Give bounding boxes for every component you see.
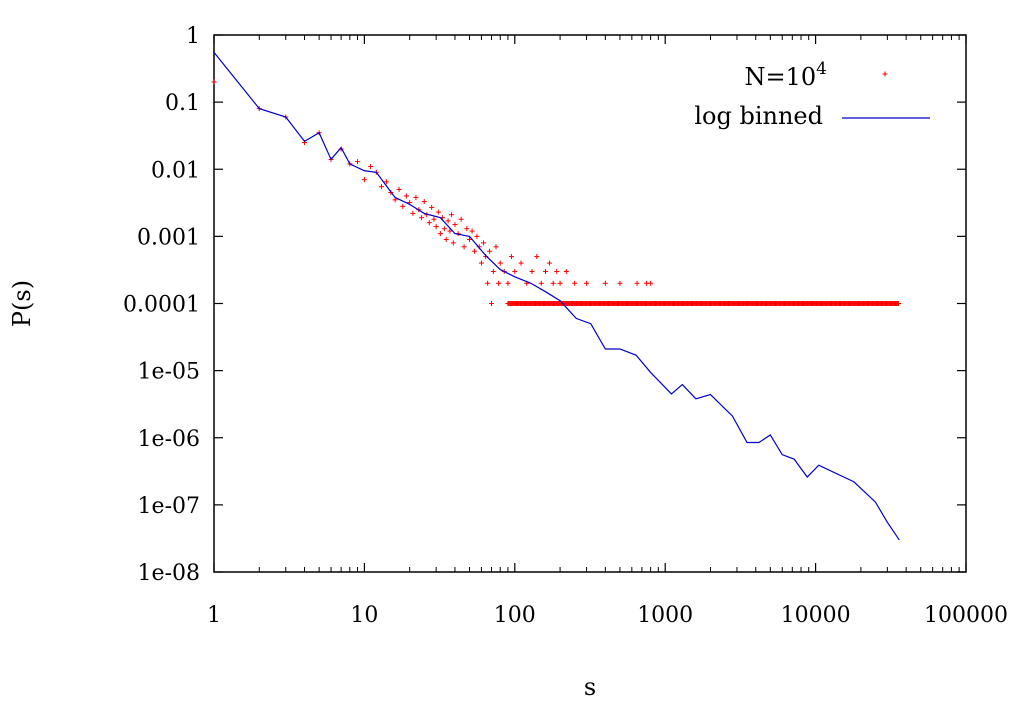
y-tick-label: 0.1	[165, 91, 200, 116]
data-point	[496, 280, 502, 286]
x-axis-ticks: 1 10 100 1000 10000 100000	[207, 35, 1008, 628]
series-line	[213, 52, 900, 541]
data-point	[452, 222, 458, 228]
data-point	[542, 268, 548, 274]
data-point	[383, 179, 389, 185]
data-point	[554, 268, 560, 274]
data-point	[461, 244, 467, 250]
data-point	[474, 233, 480, 239]
x-tick-label: 1	[207, 603, 221, 628]
data-point	[529, 268, 535, 274]
legend-label-line: log binned	[694, 102, 823, 130]
data-point	[396, 186, 402, 192]
y-tick-label: 0.01	[151, 158, 200, 183]
y-tick-label: 1e-06	[138, 427, 200, 452]
data-point	[487, 248, 493, 254]
legend: N=104 log binned	[694, 59, 930, 130]
x-tick-label: 1000	[637, 603, 693, 628]
data-point	[421, 199, 427, 205]
data-point	[550, 280, 556, 286]
x-tick-label: 10	[350, 603, 378, 628]
data-point	[437, 231, 443, 237]
data-point	[634, 280, 640, 286]
data-point	[478, 260, 484, 266]
data-point	[472, 248, 478, 254]
data-point	[429, 204, 435, 210]
data-point	[534, 254, 540, 260]
data-point	[563, 268, 569, 274]
data-point	[643, 280, 649, 286]
data-point	[433, 224, 439, 230]
data-point	[449, 212, 455, 218]
legend-label-points: N=104	[745, 59, 827, 91]
data-point	[447, 228, 453, 234]
x-tick-label: 100	[494, 603, 536, 628]
data-point	[450, 240, 456, 246]
data-point	[400, 203, 406, 209]
data-point	[505, 280, 511, 286]
y-tick-label: 1e-07	[138, 494, 200, 519]
data-point	[464, 226, 470, 232]
data-point	[489, 301, 495, 306]
data-point	[431, 216, 437, 222]
y-tick-label: 1e-05	[138, 360, 200, 385]
y-tick-label: 1e-08	[138, 561, 200, 586]
data-point	[379, 184, 385, 190]
data-point	[445, 218, 451, 224]
x-tick-label: 10000	[781, 603, 851, 628]
y-tick-label: 1	[186, 24, 200, 49]
data-point	[481, 240, 487, 246]
data-point	[435, 209, 441, 215]
x-tick-label: 100000	[924, 603, 1008, 628]
legend-marker-points	[882, 71, 888, 77]
y-axis-title: P(s)	[8, 280, 36, 327]
data-point	[546, 260, 552, 266]
data-point	[441, 226, 447, 232]
data-point	[493, 244, 499, 250]
data-point	[648, 280, 654, 286]
data-point	[490, 268, 496, 274]
data-point	[617, 280, 623, 286]
data-point	[458, 216, 464, 222]
data-point	[485, 280, 491, 286]
data-point	[467, 236, 473, 242]
data-point	[538, 280, 544, 286]
data-point	[426, 220, 432, 226]
data-point	[443, 236, 449, 242]
data-point	[572, 280, 578, 286]
data-point	[361, 177, 367, 183]
data-point	[602, 280, 608, 286]
data-point	[497, 260, 503, 266]
data-point	[211, 79, 217, 85]
data-point	[469, 228, 475, 234]
x-axis-title: s	[584, 673, 596, 701]
series-layer	[211, 52, 902, 541]
data-point	[584, 280, 590, 286]
y-axis-ticks: 1 0.1 0.01 0.001 0.0001 1e-05 1e-06 1e-07 1e-08	[123, 24, 966, 586]
data-point	[403, 193, 409, 199]
data-point	[508, 254, 514, 260]
data-point	[392, 197, 398, 203]
data-point	[896, 301, 902, 306]
data-point	[512, 268, 518, 274]
y-tick-label: 0.001	[137, 225, 200, 250]
data-point	[413, 194, 419, 200]
data-point	[557, 280, 563, 286]
data-point	[368, 163, 374, 169]
data-point	[419, 215, 425, 221]
data-point	[518, 260, 524, 266]
y-tick-label: 0.0001	[123, 293, 200, 318]
data-point	[355, 159, 361, 165]
data-point	[410, 210, 416, 216]
